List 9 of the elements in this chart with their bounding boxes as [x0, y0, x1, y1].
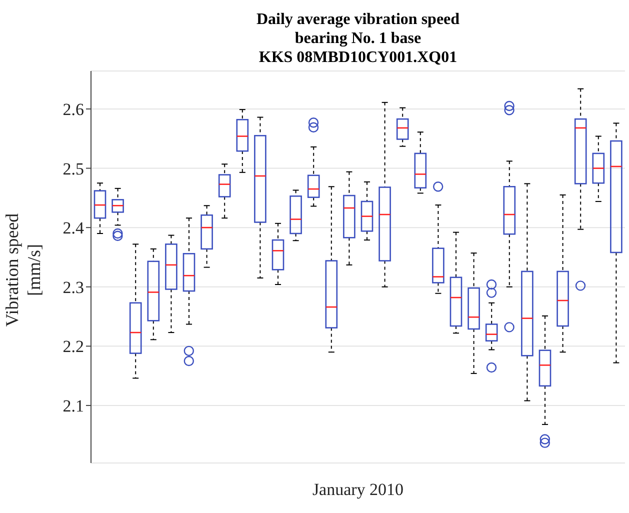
y-tick-label: 2.2: [62, 337, 84, 356]
y-tick-label: 2.6: [62, 100, 84, 119]
y-tick-label: 2.3: [62, 278, 84, 297]
y-tick-label: 2.1: [62, 396, 84, 416]
chart-title: Daily average vibration speed bearing No. 1 base KKS 08MBD10CY001.XQ01: [255, 10, 461, 67]
y-tick-label: 2.4: [62, 218, 84, 238]
x-axis-title: January 2010: [311, 480, 405, 500]
y-axis-title: Vibration speed [mm/s]: [1, 212, 45, 329]
y-tick-label: 2.5: [62, 159, 84, 178]
